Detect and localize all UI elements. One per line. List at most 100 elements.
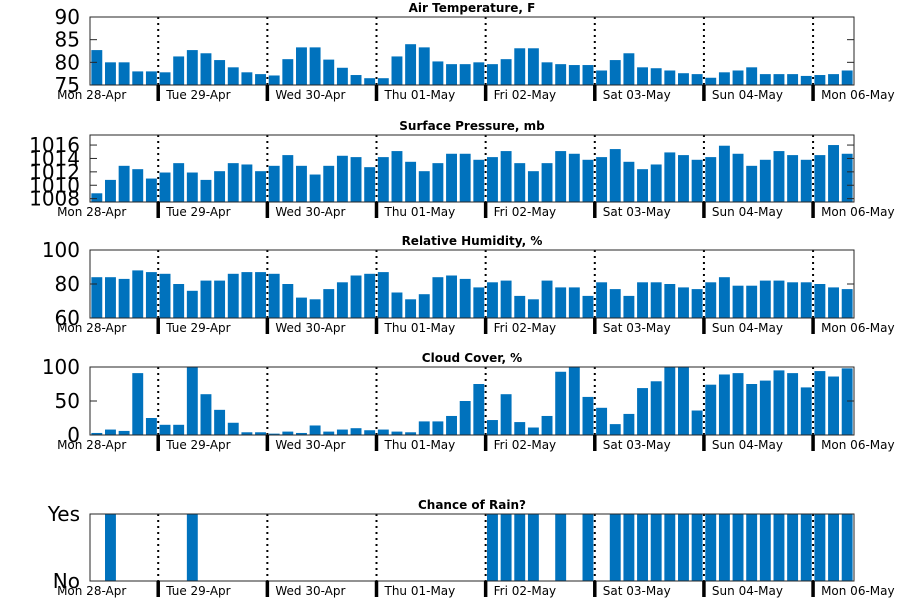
x-tick-label: Sat 03-May [603, 88, 671, 102]
chart-panel-5: No Yes Mon 28-Apr Tue 29-Apr Wed 30-Apr Thu 0… [47, 498, 895, 598]
bar [582, 159, 594, 202]
bar [718, 72, 730, 85]
x-tick-label: Fri 02-May [494, 205, 557, 219]
bar [637, 388, 648, 435]
y-tick-label: 85 [55, 28, 80, 52]
bar [759, 280, 771, 318]
axes-box [89, 16, 855, 86]
bar [814, 371, 826, 435]
x-tick-label: Sun 04-May [712, 438, 783, 452]
bar [500, 514, 512, 581]
bar [746, 514, 758, 581]
bar [527, 171, 539, 202]
x-tick-label: Sat 03-May [603, 584, 671, 598]
y-tick-label: 1012 [29, 160, 80, 184]
bar [241, 432, 253, 435]
x-tick-label: Tue 29-Apr [165, 438, 230, 452]
bar [746, 285, 758, 318]
bar [391, 56, 403, 85]
bar [705, 514, 717, 581]
bar [459, 153, 471, 202]
x-tick-label: Sun 04-May [712, 321, 783, 335]
bar [746, 67, 758, 85]
bar [432, 61, 444, 85]
bar [828, 514, 839, 581]
bar [637, 514, 648, 581]
bar [691, 74, 703, 85]
bar [227, 163, 239, 202]
bar [214, 409, 226, 435]
bar [323, 165, 335, 202]
bar [214, 171, 226, 202]
x-tick-label: Thu 01-May [384, 438, 456, 452]
y-tick-label: 1014 [29, 146, 80, 170]
x-tick-label: Mon 06-May [821, 438, 895, 452]
bar [650, 164, 662, 202]
bar [787, 514, 799, 581]
x-tick-label: Fri 02-May [494, 321, 557, 335]
bar [514, 48, 526, 85]
bar [541, 163, 553, 202]
bar [473, 159, 485, 202]
bar [541, 415, 553, 435]
bar [91, 277, 103, 318]
bar [609, 60, 621, 85]
bar [650, 282, 662, 318]
bar [555, 151, 567, 202]
bar [555, 371, 567, 435]
bar [800, 282, 812, 318]
y-tick-label: Yes [47, 502, 80, 526]
bar [255, 272, 266, 318]
bar [200, 280, 212, 318]
x-tick-label: Mon 28-Apr [57, 584, 126, 598]
y-tick-label: 75 [55, 73, 80, 97]
bar [732, 153, 744, 202]
bar [718, 145, 730, 202]
bar [500, 394, 512, 435]
chart-title: Relative Humidity, % [402, 234, 543, 248]
chart-title: Surface Pressure, mb [399, 119, 545, 133]
bar [159, 72, 171, 85]
bar [364, 167, 376, 202]
x-tick-label: Fri 02-May [494, 88, 557, 102]
bar [596, 282, 608, 318]
bar [200, 53, 212, 85]
bar [145, 178, 157, 202]
bar [268, 433, 280, 435]
bar [841, 368, 853, 435]
bar [227, 273, 239, 318]
bar [132, 169, 144, 202]
bar [514, 295, 526, 318]
bar [255, 171, 266, 202]
bar [800, 514, 812, 581]
x-tick-label: Mon 06-May [821, 584, 895, 598]
y-tick-label: 1008 [29, 187, 80, 211]
bar [596, 407, 608, 435]
bar [828, 376, 839, 435]
bar [514, 163, 526, 202]
bar [159, 424, 171, 435]
bar-series [105, 514, 853, 581]
x-tick-label: Sat 03-May [603, 205, 671, 219]
x-tick-label: Thu 01-May [384, 584, 456, 598]
x-tick-label: Thu 01-May [384, 205, 456, 219]
bar [377, 78, 389, 85]
x-tick-label: Tue 29-Apr [165, 584, 230, 598]
bar [323, 59, 335, 85]
bar [678, 155, 689, 202]
bar [773, 74, 785, 85]
bar [814, 514, 826, 581]
y-tick-label: No [53, 569, 80, 593]
axes-box [89, 513, 855, 582]
bar [446, 415, 457, 435]
bar [336, 67, 348, 85]
bar [555, 64, 567, 85]
bar [650, 514, 662, 581]
bar [582, 65, 594, 85]
bar [568, 65, 580, 85]
x-tick-label: Sat 03-May [603, 438, 671, 452]
bar [746, 165, 758, 202]
bar [145, 418, 157, 435]
x-tick-label: Mon 28-Apr [57, 438, 126, 452]
bar [664, 284, 676, 318]
